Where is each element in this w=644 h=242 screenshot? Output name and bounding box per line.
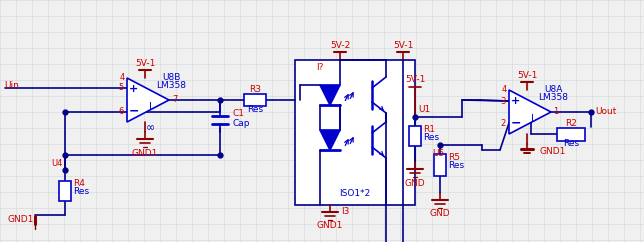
Polygon shape xyxy=(320,85,340,105)
Text: I?: I? xyxy=(316,63,324,73)
Text: R3: R3 xyxy=(249,85,261,94)
Text: 5V-2: 5V-2 xyxy=(330,41,350,51)
Text: ∞: ∞ xyxy=(146,123,155,133)
Text: 5V-1: 5V-1 xyxy=(517,71,537,81)
Bar xyxy=(244,94,266,106)
Text: 7: 7 xyxy=(172,96,177,105)
Text: GND: GND xyxy=(404,179,425,188)
Text: U8A: U8A xyxy=(544,85,562,94)
Text: Res: Res xyxy=(448,161,464,171)
Text: Res: Res xyxy=(423,134,439,143)
Text: Cap: Cap xyxy=(233,120,251,129)
Bar xyxy=(59,181,71,201)
Text: Uout: Uout xyxy=(595,107,617,116)
Text: 1: 1 xyxy=(553,107,558,116)
Text: Res: Res xyxy=(247,106,263,114)
Text: R4: R4 xyxy=(73,180,85,189)
Text: Uin: Uin xyxy=(5,81,19,90)
Text: 3: 3 xyxy=(500,97,506,106)
Bar xyxy=(409,126,421,146)
Text: U4: U4 xyxy=(52,159,63,168)
Text: LM358: LM358 xyxy=(156,82,186,91)
Text: 6: 6 xyxy=(118,107,124,116)
Text: U8B: U8B xyxy=(162,74,180,83)
Text: R5: R5 xyxy=(448,152,460,161)
Text: 4: 4 xyxy=(502,85,507,94)
Text: +: + xyxy=(511,96,520,106)
Text: GND1: GND1 xyxy=(8,215,34,225)
Text: C1: C1 xyxy=(233,108,245,118)
Text: 4: 4 xyxy=(119,74,125,83)
Text: I: I xyxy=(531,114,533,124)
Text: I3: I3 xyxy=(341,206,349,215)
Text: R2: R2 xyxy=(565,120,577,129)
Text: I: I xyxy=(149,102,151,112)
Text: U1: U1 xyxy=(418,106,430,114)
Polygon shape xyxy=(509,90,551,134)
Text: Res: Res xyxy=(73,188,89,197)
Polygon shape xyxy=(127,78,169,122)
Text: −: − xyxy=(511,116,521,129)
Bar xyxy=(295,60,415,205)
Bar xyxy=(557,128,585,141)
Text: +: + xyxy=(129,84,138,94)
Text: 5: 5 xyxy=(118,83,124,92)
Text: 5V-1: 5V-1 xyxy=(405,75,425,83)
Text: 2: 2 xyxy=(501,119,506,128)
Text: ISO1*2: ISO1*2 xyxy=(339,189,371,197)
Text: GND1: GND1 xyxy=(132,149,158,158)
Text: Res: Res xyxy=(563,139,579,149)
Polygon shape xyxy=(320,130,340,150)
Text: U5: U5 xyxy=(432,149,444,158)
Text: GND1: GND1 xyxy=(317,221,343,230)
Bar xyxy=(434,154,446,176)
Text: GND1: GND1 xyxy=(540,146,566,156)
Text: 5V-1: 5V-1 xyxy=(135,60,155,68)
Text: 5V-1: 5V-1 xyxy=(393,41,413,51)
Text: −: − xyxy=(129,105,139,118)
Text: R1: R1 xyxy=(423,124,435,134)
Text: GND: GND xyxy=(430,210,450,219)
Text: LM358: LM358 xyxy=(538,93,568,103)
